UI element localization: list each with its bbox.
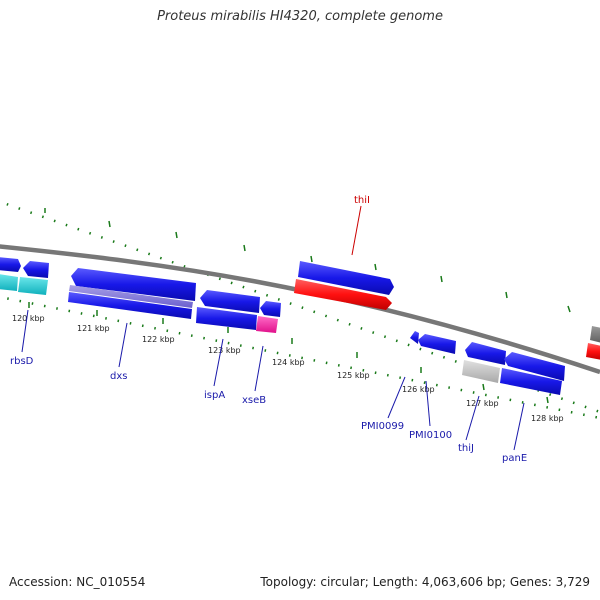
gene-label-thiJ[interactable]: thiJ — [458, 443, 474, 454]
cds-arrow[interactable] — [500, 368, 562, 395]
cds-arrow[interactable] — [196, 307, 257, 330]
cds-arrow[interactable] — [256, 316, 278, 333]
cds-arrow[interactable] — [260, 301, 281, 317]
gene-label-PMI0099[interactable]: PMI0099 — [361, 421, 404, 432]
label-leader-red — [351, 205, 362, 256]
gene-label-rbsD[interactable]: rbsD — [10, 356, 34, 367]
accession-text: Accession: NC_010554 — [9, 575, 146, 589]
cds-arrow[interactable] — [590, 326, 600, 343]
scale-label: 121 kbp — [77, 324, 110, 333]
inner-tick-ring — [0, 295, 600, 420]
cds-arrow[interactable] — [465, 342, 506, 365]
scale-label: 124 kbp — [272, 358, 305, 367]
gene-label-xseB[interactable]: xseB — [242, 395, 266, 406]
cds-arrow[interactable] — [18, 277, 48, 295]
cds-arrow[interactable] — [462, 360, 500, 383]
scale-label: 127 kbp — [466, 399, 499, 408]
cds-arrow[interactable] — [298, 261, 394, 295]
cds-arrow[interactable] — [71, 268, 196, 301]
map-title: Proteus mirabilis HI4320, complete genom… — [157, 9, 443, 24]
genome-stats-text: Topology: circular; Length: 4,063,606 bp… — [260, 575, 590, 589]
label-leaders — [21, 309, 525, 451]
scale-label: 120 kbp — [12, 314, 45, 323]
gene-label-thiI[interactable]: thiI — [354, 195, 370, 206]
scale-label: 125 kbp — [337, 371, 370, 380]
cds-arrow[interactable] — [69, 285, 193, 308]
gene-label-PMI0100[interactable]: PMI0100 — [409, 430, 452, 441]
cds-arrow[interactable] — [200, 290, 260, 313]
gene-label-panE[interactable]: panE — [502, 453, 527, 464]
cds-arrow[interactable] — [68, 292, 192, 319]
cds-arrow[interactable] — [0, 274, 18, 291]
cds-arrow[interactable] — [504, 352, 565, 381]
cds-arrow[interactable] — [410, 331, 419, 344]
scale-label: 126 kbp — [402, 385, 435, 394]
cds-arrow[interactable] — [0, 257, 21, 272]
genome-backbone — [0, 244, 600, 375]
gene-label-dxs[interactable]: dxs — [110, 371, 127, 382]
rna-arrow[interactable] — [586, 343, 600, 360]
rna-arrow[interactable] — [294, 279, 392, 310]
scale-label: 123 kbp — [208, 346, 241, 355]
cds-arrow[interactable] — [418, 334, 456, 354]
scale-label: 122 kbp — [142, 335, 175, 344]
outer-tick-ring — [0, 200, 600, 414]
scale-label: 128 kbp — [531, 414, 564, 423]
gene-label-ispA[interactable]: ispA — [204, 390, 225, 401]
cds-arrow[interactable] — [23, 261, 49, 278]
